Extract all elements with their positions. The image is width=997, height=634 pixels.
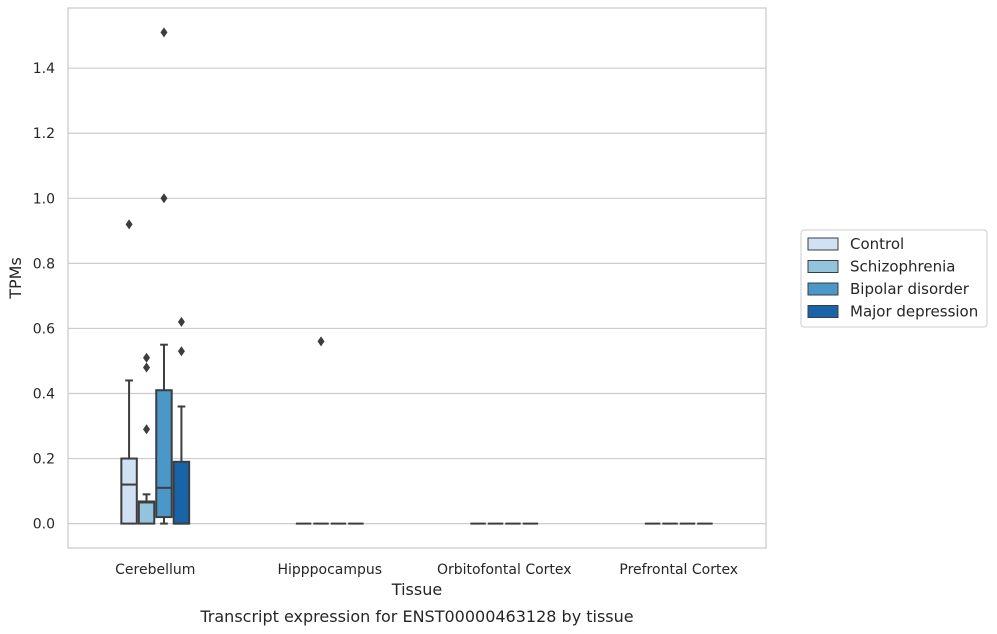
outlier-point: [143, 424, 151, 435]
y-tick-label: 0.4: [33, 386, 55, 402]
x-tick-label: Prefrontal Cortex: [619, 562, 738, 578]
box-2-0: [155, 27, 173, 525]
y-tick-label: 0.2: [33, 452, 55, 468]
plot-frame: [67, 7, 767, 549]
x-tick-label: Cerebellum: [115, 562, 195, 578]
gridlines: [68, 67, 766, 525]
outlier-point: [177, 316, 185, 327]
legend-swatch: [807, 282, 839, 296]
box-3-0: [172, 316, 191, 525]
box-0-0: [120, 219, 138, 525]
box-iqr: [137, 500, 156, 525]
y-tick-label: 1.4: [33, 61, 55, 77]
y-tick-label: 1.0: [33, 191, 55, 207]
y-tick-label: 0.6: [33, 321, 55, 337]
outlier-point: [177, 346, 185, 357]
chart-caption: Transcript expression for ENST0000046312…: [199, 607, 633, 626]
y-tick-label: 0.0: [33, 517, 55, 533]
x-axis-ticks: Cerebellum Hipppocampus Orbitofontal Corte…: [115, 562, 738, 578]
outlier-point: [143, 362, 151, 373]
legend-frame: [800, 229, 988, 328]
outlier-point: [317, 336, 325, 347]
legend-swatch: [807, 260, 839, 273]
legend-label: Major depression: [850, 303, 978, 321]
x-axis-title: Tissue: [391, 580, 442, 599]
box-iqr: [155, 389, 173, 519]
legend-label: Control: [850, 235, 904, 253]
box-iqr: [120, 457, 138, 525]
legend: Control Schizophrenia Bipolar disorder Majo…: [800, 229, 988, 328]
box-1-0: [137, 352, 156, 525]
box-1-1: [313, 336, 329, 525]
outlier-point: [125, 219, 133, 230]
y-axis-ticks: 0.0 0.2 0.4 0.6 0.8 1.0 1.2 1.4: [33, 61, 55, 532]
y-axis-title: TPMs: [6, 257, 25, 300]
y-tick-label: 0.8: [33, 256, 55, 272]
legend-swatch: [807, 237, 839, 251]
box-groups: [120, 27, 713, 525]
x-tick-label: Hipppocampus: [277, 562, 382, 578]
x-tick-label: Orbitofontal Cortex: [437, 562, 572, 578]
legend-swatch: [807, 305, 839, 318]
outlier-point: [160, 193, 168, 204]
outlier-point: [143, 352, 151, 363]
y-tick-label: 1.2: [33, 126, 55, 142]
legend-label: Schizophrenia: [850, 258, 955, 276]
box-iqr: [172, 460, 191, 525]
outlier-point: [160, 27, 168, 38]
legend-label: Bipolar disorder: [850, 280, 970, 298]
